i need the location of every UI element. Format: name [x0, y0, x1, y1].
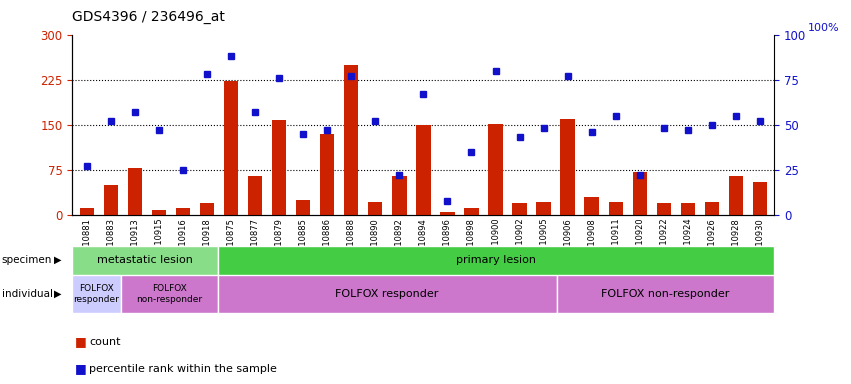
Text: specimen: specimen — [2, 255, 52, 265]
Bar — [72, 246, 218, 275]
Text: ▶: ▶ — [54, 255, 61, 265]
Bar — [632, 172, 647, 215]
Bar — [128, 168, 142, 215]
Text: FOLFOX non-responder: FOLFOX non-responder — [602, 289, 729, 299]
Text: FOLFOX
non-responder: FOLFOX non-responder — [136, 285, 203, 304]
Bar — [121, 275, 218, 313]
Bar — [104, 185, 118, 215]
Text: FOLFOX
responder: FOLFOX responder — [73, 285, 119, 304]
Text: metastatic lesion: metastatic lesion — [97, 255, 193, 265]
Bar — [608, 202, 623, 215]
Text: ▶: ▶ — [54, 289, 61, 299]
Bar — [218, 246, 774, 275]
Bar — [512, 203, 527, 215]
Bar — [344, 65, 358, 215]
Bar — [79, 208, 94, 215]
Text: ■: ■ — [75, 362, 87, 375]
Text: individual: individual — [2, 289, 53, 299]
Bar — [536, 202, 551, 215]
Bar — [175, 208, 190, 215]
Text: FOLFOX responder: FOLFOX responder — [335, 289, 439, 299]
Bar — [224, 81, 238, 215]
Y-axis label: 100%: 100% — [808, 23, 839, 33]
Bar — [728, 176, 743, 215]
Text: percentile rank within the sample: percentile rank within the sample — [89, 364, 277, 374]
Text: count: count — [89, 337, 121, 347]
Bar — [272, 120, 286, 215]
Text: ■: ■ — [75, 335, 87, 348]
Bar — [657, 203, 671, 215]
Bar — [296, 200, 311, 215]
Bar — [465, 208, 478, 215]
Bar — [557, 275, 774, 313]
Bar — [151, 210, 166, 215]
Bar — [416, 125, 431, 215]
Bar — [753, 182, 768, 215]
Bar — [392, 176, 407, 215]
Bar — [440, 212, 454, 215]
Bar — [200, 203, 214, 215]
Bar — [72, 275, 121, 313]
Bar — [368, 202, 382, 215]
Bar — [705, 202, 719, 215]
Bar — [248, 176, 262, 215]
Bar — [320, 134, 334, 215]
Bar — [585, 197, 599, 215]
Text: primary lesion: primary lesion — [456, 255, 536, 265]
Bar — [561, 119, 574, 215]
Text: GDS4396 / 236496_at: GDS4396 / 236496_at — [72, 10, 226, 23]
Bar — [681, 203, 695, 215]
Bar — [218, 275, 557, 313]
Bar — [488, 124, 503, 215]
